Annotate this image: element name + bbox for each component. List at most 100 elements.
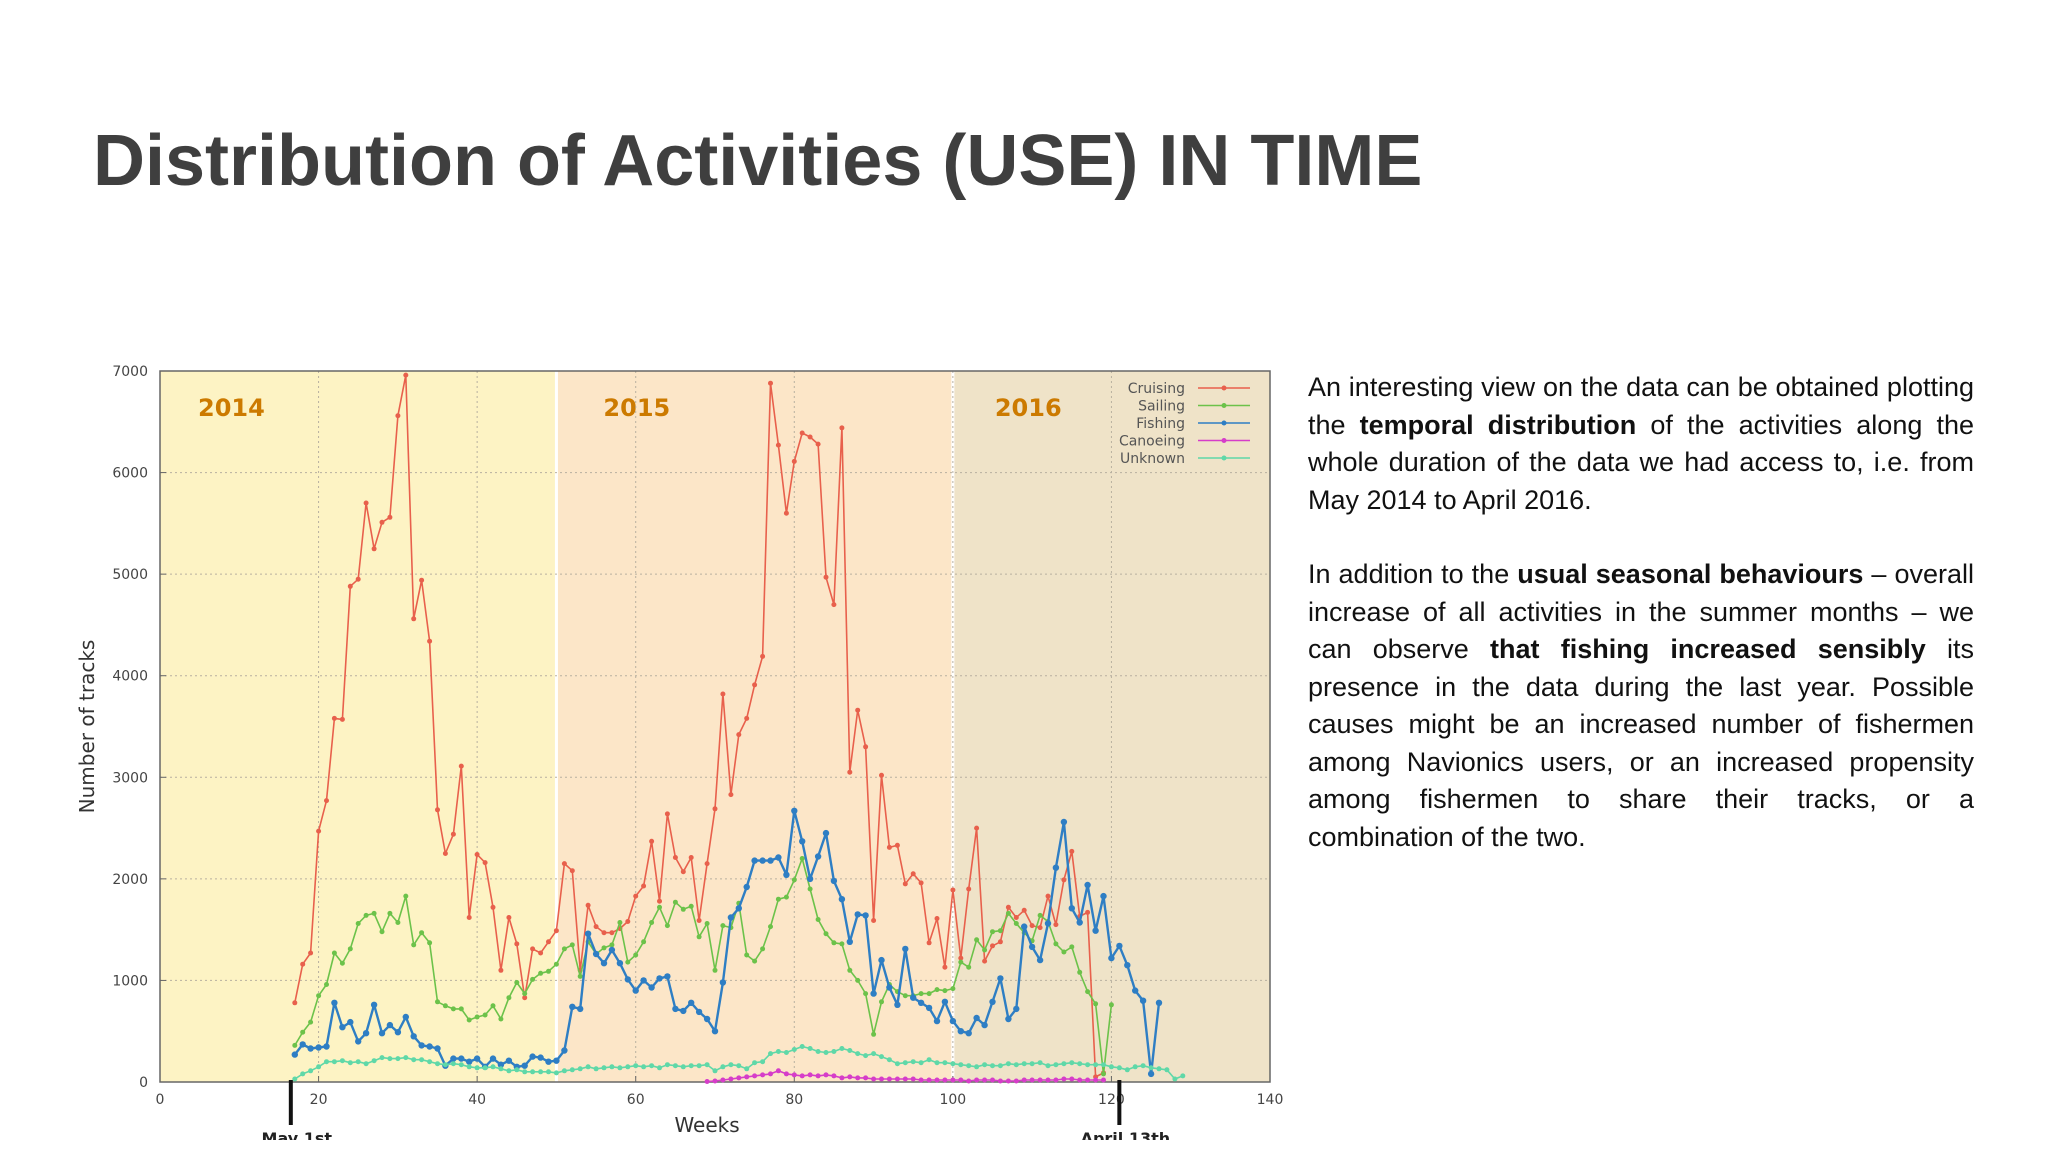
data-point-cruising (664, 811, 670, 817)
data-point-unknown (561, 1068, 567, 1074)
data-point-fishing (632, 987, 639, 994)
y-axis-label: Number of tracks (75, 640, 99, 814)
y-tick-label: 5000 (112, 567, 148, 583)
year-label-2016: 2016 (995, 394, 1062, 422)
desc-p1-b: temporal distribution (1359, 409, 1637, 440)
data-point-fishing (1028, 943, 1036, 951)
data-point-cruising (1013, 915, 1019, 920)
data-point-unknown (403, 1055, 409, 1061)
data-point-sailing (1069, 944, 1075, 950)
data-point-canoeing (918, 1077, 924, 1083)
data-point-fishing (291, 1051, 298, 1058)
data-point-unknown (1069, 1060, 1075, 1066)
data-point-sailing (871, 1031, 877, 1037)
data-point-unknown (1037, 1060, 1043, 1066)
data-point-cruising (379, 519, 385, 525)
data-point-sailing (1077, 969, 1083, 975)
data-point-fishing (981, 1021, 988, 1029)
data-point-unknown (839, 1046, 845, 1051)
data-point-cruising (625, 919, 631, 924)
y-tick-label: 4000 (112, 669, 148, 685)
data-point-cruising (855, 707, 861, 713)
data-point-sailing (633, 952, 639, 958)
data-point-cruising (371, 546, 377, 552)
desc-p1-a: An interesting view on the data can be o… (1308, 372, 1974, 440)
data-point-sailing (347, 946, 353, 952)
description-paragraph-2: In addition to the usual seasonal behavi… (1308, 556, 1974, 856)
data-point-cruising (807, 434, 813, 440)
data-point-fishing (862, 912, 869, 919)
data-point-fishing (355, 1038, 362, 1045)
data-point-unknown (1045, 1063, 1051, 1069)
data-point-cruising (847, 769, 853, 775)
data-point-sailing (498, 1016, 504, 1022)
data-point-fishing (711, 1028, 719, 1035)
data-point-cruising (934, 916, 940, 921)
data-point-cruising (506, 915, 512, 920)
data-point-cruising (982, 958, 988, 964)
desc-p2-e: its presence in the data during the last… (1308, 634, 1974, 852)
data-point-cruising (561, 861, 567, 867)
data-point-sailing (704, 921, 710, 926)
data-point-cruising (522, 995, 528, 1001)
data-point-sailing (863, 991, 869, 997)
data-point-sailing (1101, 1071, 1106, 1077)
data-point-cruising (1005, 904, 1011, 910)
data-point-sailing (625, 959, 631, 965)
data-point-sailing (958, 959, 964, 965)
x-tick-label: 100 (939, 1092, 966, 1108)
data-point-canoeing (926, 1077, 932, 1083)
data-point-cruising (950, 887, 956, 893)
data-point-canoeing (1101, 1077, 1106, 1083)
data-point-cruising (863, 744, 869, 750)
data-point-cruising (633, 893, 639, 899)
data-point-cruising (942, 964, 948, 970)
series-line-sailing (294, 857, 1113, 1075)
data-point-unknown (466, 1064, 472, 1070)
data-point-fishing (799, 838, 806, 845)
data-point-fishing (870, 990, 877, 997)
data-point-fishing (806, 875, 814, 883)
data-point-sailing (942, 988, 948, 994)
data-point-canoeing (871, 1076, 877, 1082)
data-point-unknown (902, 1060, 908, 1066)
data-point-fishing (680, 1007, 687, 1015)
data-point-unknown (1005, 1061, 1011, 1067)
data-point-canoeing (950, 1077, 956, 1083)
data-point-sailing (680, 906, 686, 912)
data-point-canoeing (768, 1071, 773, 1077)
data-point-canoeing (728, 1076, 734, 1082)
data-point-unknown (379, 1055, 385, 1061)
data-point-unknown (355, 1059, 361, 1065)
data-point-unknown (482, 1065, 488, 1071)
data-point-cruising (958, 955, 964, 961)
data-point-unknown (331, 1059, 337, 1065)
data-point-canoeing (1013, 1078, 1019, 1084)
data-point-fishing (783, 871, 790, 878)
data-point-unknown (1013, 1062, 1019, 1068)
data-point-fishing (434, 1045, 441, 1052)
y-tick-label: 7000 (112, 364, 148, 380)
data-point-unknown (641, 1064, 647, 1070)
data-point-unknown (316, 1064, 322, 1070)
data-point-canoeing (1053, 1077, 1059, 1083)
data-point-cruising (530, 946, 536, 952)
data-point-sailing (339, 960, 345, 966)
data-point-fishing (362, 1030, 370, 1037)
data-point-sailing (696, 934, 702, 940)
data-point-fishing (315, 1044, 322, 1051)
data-point-unknown (720, 1064, 726, 1070)
y-tick-label: 2000 (112, 872, 148, 888)
data-point-sailing (292, 1042, 298, 1048)
data-point-fishing (965, 1030, 972, 1037)
data-point-fishing (458, 1055, 465, 1062)
data-point-cruising (435, 807, 440, 813)
legend-swatch-point (1221, 385, 1227, 391)
data-point-cruising (752, 682, 758, 688)
data-point-cruising (363, 500, 369, 506)
data-point-fishing (370, 1001, 378, 1008)
data-point-cruising (609, 930, 615, 936)
data-point-cruising (902, 881, 908, 887)
data-point-fishing (822, 829, 830, 837)
data-point-fishing (656, 975, 663, 982)
